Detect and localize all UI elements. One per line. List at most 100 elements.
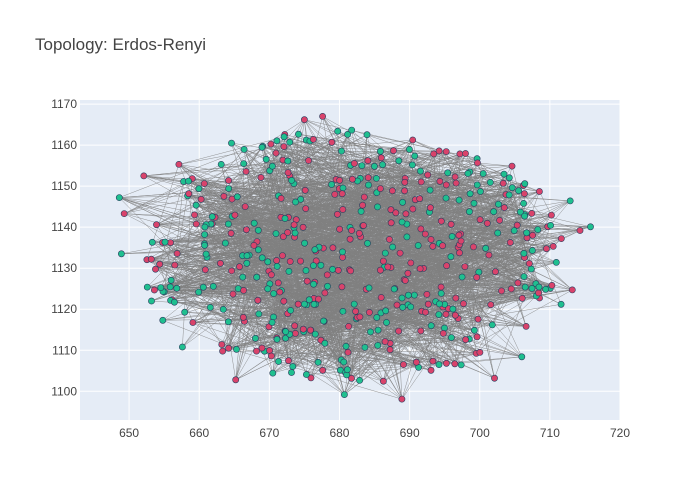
network-node-red[interactable] (267, 271, 275, 279)
network-node-green[interactable] (288, 369, 295, 376)
network-node-red[interactable] (299, 223, 307, 231)
network-node-green[interactable] (486, 178, 494, 186)
network-node-green[interactable] (508, 184, 516, 192)
network-node-red[interactable] (273, 257, 280, 264)
network-node-red[interactable] (507, 285, 515, 293)
network-node-green[interactable] (314, 358, 322, 366)
network-node-red[interactable] (334, 266, 342, 274)
network-node-green[interactable] (427, 322, 435, 330)
network-node-green[interactable] (310, 300, 318, 308)
network-node-green[interactable] (473, 181, 481, 189)
network-node-red[interactable] (568, 286, 576, 294)
network-node-red[interactable] (285, 357, 292, 365)
network-node-green[interactable] (340, 391, 348, 398)
network-node-green[interactable] (300, 300, 308, 308)
network-node-red[interactable] (242, 168, 250, 175)
network-node-red[interactable] (328, 138, 336, 146)
network-node-green[interactable] (348, 126, 356, 134)
network-node-red[interactable] (456, 249, 463, 257)
network-node-red[interactable] (336, 176, 343, 184)
network-node-green[interactable] (305, 296, 313, 304)
network-node-green[interactable] (470, 199, 478, 207)
network-node-green[interactable] (302, 371, 310, 378)
network-node-red[interactable] (386, 346, 394, 354)
network-node-green[interactable] (379, 161, 386, 169)
network-node-red[interactable] (473, 333, 481, 341)
network-node-red[interactable] (491, 374, 498, 382)
network-node-red[interactable] (535, 289, 542, 297)
network-node-green[interactable] (376, 147, 384, 155)
network-node-red[interactable] (396, 249, 404, 257)
network-node-red[interactable] (385, 235, 393, 243)
network-node-red[interactable] (452, 179, 460, 187)
network-node-red[interactable] (191, 211, 198, 219)
network-node-red[interactable] (376, 185, 384, 192)
network-node-green[interactable] (286, 138, 294, 146)
network-node-red[interactable] (462, 336, 469, 344)
network-node-red[interactable] (474, 315, 482, 323)
network-node-green[interactable] (410, 291, 418, 299)
network-node-red[interactable] (319, 113, 326, 120)
network-node-green[interactable] (206, 303, 214, 311)
network-node-red[interactable] (338, 190, 346, 198)
network-node-red[interactable] (240, 286, 247, 294)
network-node-red[interactable] (485, 251, 493, 259)
network-node-red[interactable] (470, 243, 477, 251)
network-node-red[interactable] (536, 188, 543, 195)
network-node-green[interactable] (382, 307, 390, 315)
network-node-green[interactable] (408, 161, 416, 169)
network-node-green[interactable] (399, 303, 407, 311)
network-node-red[interactable] (301, 186, 309, 194)
network-node-red[interactable] (286, 258, 294, 265)
network-node-green[interactable] (339, 307, 347, 315)
network-node-green[interactable] (273, 137, 281, 145)
network-node-green[interactable] (435, 311, 443, 318)
network-node-red[interactable] (451, 360, 459, 368)
network-node-green[interactable] (224, 220, 232, 228)
network-node-red[interactable] (344, 348, 352, 356)
network-node-red[interactable] (359, 201, 366, 209)
network-node-red[interactable] (364, 174, 372, 181)
network-node-red[interactable] (416, 195, 424, 203)
network-node-red[interactable] (442, 181, 450, 189)
network-node-green[interactable] (435, 361, 443, 368)
network-node-green[interactable] (166, 283, 174, 291)
network-node-green[interactable] (447, 253, 455, 261)
network-node-green[interactable] (143, 283, 151, 291)
network-node-green[interactable] (287, 306, 294, 314)
network-node-green[interactable] (269, 369, 277, 377)
network-node-green[interactable] (118, 250, 125, 258)
network-node-red[interactable] (442, 148, 450, 155)
network-node-green[interactable] (268, 318, 276, 326)
network-node-red[interactable] (277, 194, 285, 202)
network-node-red[interactable] (487, 301, 495, 309)
network-node-red[interactable] (456, 150, 464, 158)
network-node-red[interactable] (473, 273, 481, 281)
network-node-green[interactable] (148, 297, 155, 305)
network-node-red[interactable] (329, 244, 337, 252)
network-node-red[interactable] (253, 347, 260, 355)
network-node-green[interactable] (529, 247, 536, 254)
network-node-red[interactable] (276, 288, 284, 296)
network-node-red[interactable] (319, 366, 327, 374)
network-node-green[interactable] (250, 219, 258, 227)
network-node-red[interactable] (421, 230, 429, 238)
network-node-green[interactable] (311, 330, 319, 338)
network-node-green[interactable] (309, 262, 317, 269)
network-node-green[interactable] (170, 298, 178, 306)
network-node-red[interactable] (506, 239, 514, 246)
network-node-green[interactable] (515, 187, 522, 195)
network-node-green[interactable] (542, 285, 550, 293)
network-node-green[interactable] (365, 181, 372, 189)
network-node-red[interactable] (331, 190, 339, 198)
network-node-red[interactable] (284, 229, 291, 236)
network-node-green[interactable] (488, 321, 496, 329)
network-node-green[interactable] (426, 186, 434, 194)
network-node-red[interactable] (345, 322, 352, 330)
network-node-green[interactable] (255, 310, 263, 318)
network-node-green[interactable] (470, 326, 478, 334)
network-node-green[interactable] (115, 194, 123, 201)
network-node-green[interactable] (344, 130, 351, 138)
network-node-green[interactable] (320, 317, 327, 325)
network-node-red[interactable] (321, 289, 329, 297)
